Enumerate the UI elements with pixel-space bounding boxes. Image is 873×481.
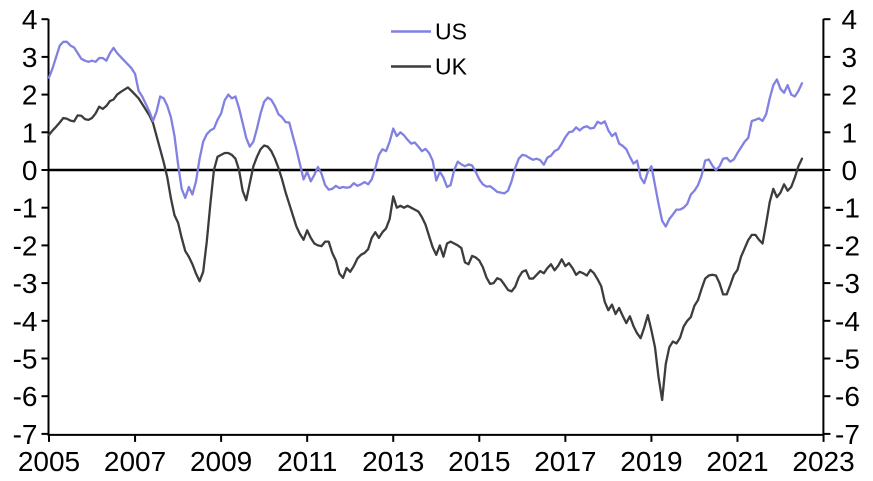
legend-item-us: US — [391, 19, 467, 45]
y-axis-tick-label: -5 — [13, 344, 38, 375]
y-axis-tick-label: 0 — [22, 155, 38, 186]
y-axis-tick-label: 1 — [842, 117, 858, 148]
y-axis-tick-label: -1 — [835, 193, 860, 224]
y-axis-tick-label: -4 — [13, 306, 38, 337]
x-axis-tick-label: 2015 — [448, 446, 510, 477]
y-axis-tick-label: -3 — [835, 268, 860, 299]
y-axis-tick-label: -2 — [835, 230, 860, 261]
x-axis-tick-label: 2017 — [534, 446, 596, 477]
y-axis-tick-label: 4 — [842, 4, 858, 35]
y-axis-tick-label: -7 — [835, 419, 860, 450]
legend-label-uk: UK — [435, 54, 468, 80]
y-axis-tick-label: 2 — [842, 80, 858, 111]
x-axis-tick-label: 2023 — [792, 446, 854, 477]
y-axis-tick-label: -2 — [13, 230, 38, 261]
y-axis-tick-label: 3 — [22, 42, 38, 73]
legend-label-us: US — [435, 19, 467, 45]
y-axis-right: 4 3 2 1 0 -1 -2 -3 -4 -5 -6 -7 — [823, 4, 860, 450]
legend-item-uk: UK — [391, 54, 468, 80]
y-axis-tick-label: -4 — [835, 306, 860, 337]
y-axis-tick-label: -7 — [13, 419, 38, 450]
y-axis-tick-label: -6 — [13, 381, 38, 412]
x-axis-tick-label: 2019 — [620, 446, 682, 477]
x-axis: 2005 2007 2009 2011 2013 2015 2017 2019 2021 2023 — [18, 434, 855, 477]
y-axis-tick-label: 1 — [22, 117, 38, 148]
x-axis-tick-label: 2007 — [104, 446, 166, 477]
y-axis-tick-label: -5 — [835, 344, 860, 375]
x-axis-tick-label: 2013 — [362, 446, 424, 477]
y-axis-tick-label: -3 — [13, 268, 38, 299]
plot-frame — [47, 19, 825, 436]
legend: US UK — [391, 19, 468, 80]
y-axis-tick-label: 2 — [22, 80, 38, 111]
y-axis-left: 4 3 2 1 0 -1 -2 -3 -4 -5 -6 -7 — [13, 4, 49, 450]
y-axis-tick-label: 3 — [842, 42, 858, 73]
y-axis-tick-label: -6 — [835, 381, 860, 412]
series-group — [47, 40, 804, 402]
x-axis-tick-label: 2005 — [18, 446, 80, 477]
x-axis-tick-label: 2021 — [706, 446, 768, 477]
x-axis-tick-label: 2009 — [190, 446, 252, 477]
uk-series-line — [47, 86, 804, 402]
y-axis-tick-label: -1 — [13, 193, 38, 224]
y-axis-tick-label: 4 — [22, 4, 38, 35]
us-series-line — [47, 40, 804, 228]
y-axis-tick-label: 0 — [842, 155, 858, 186]
x-axis-tick-label: 2011 — [277, 446, 337, 477]
